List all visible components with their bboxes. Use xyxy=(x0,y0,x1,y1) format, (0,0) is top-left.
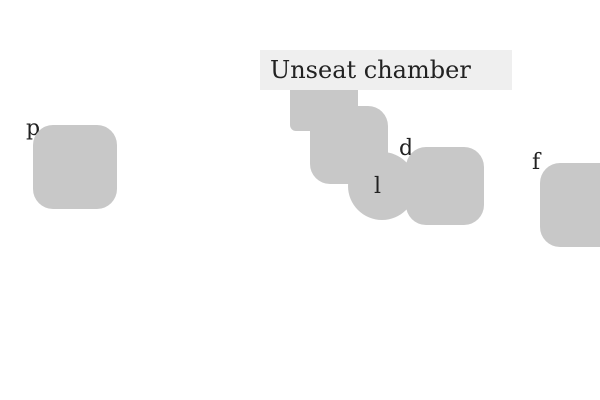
tile-label-l: l xyxy=(374,174,382,199)
tile-l[interactable] xyxy=(348,152,416,220)
tile-label-f: f xyxy=(532,150,541,175)
tile-p[interactable] xyxy=(33,125,117,209)
tile-d[interactable] xyxy=(406,147,484,225)
instruction-banner: Unseat chamber xyxy=(260,50,512,90)
tile-f[interactable] xyxy=(540,163,600,247)
